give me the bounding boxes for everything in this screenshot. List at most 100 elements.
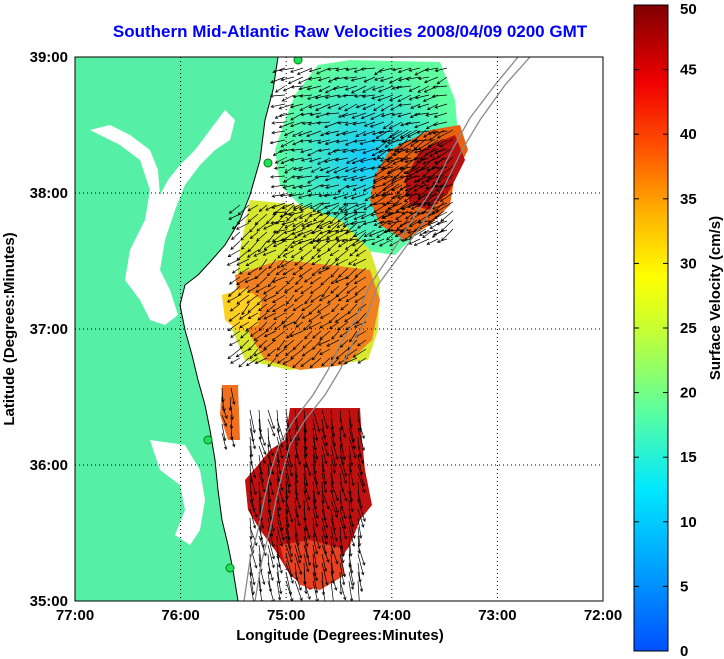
velocity-arrow bbox=[330, 276, 340, 285]
velocity-arrow bbox=[306, 85, 322, 91]
velocity-arrow bbox=[277, 339, 286, 351]
velocity-arrow bbox=[339, 339, 349, 348]
velocity-arrow bbox=[227, 321, 241, 332]
velocity-arrow bbox=[228, 339, 241, 346]
coastline bbox=[179, 57, 279, 601]
velocity-arrow bbox=[255, 285, 268, 293]
velocity-arrow bbox=[330, 580, 335, 601]
velocity-arrow bbox=[249, 472, 257, 496]
velocity-arrow bbox=[288, 193, 304, 198]
velocity-arrow bbox=[337, 213, 349, 223]
velocity-arrow bbox=[339, 562, 346, 586]
velocity-arrow bbox=[306, 94, 322, 100]
velocity-arrow bbox=[294, 445, 302, 466]
velocity-arrow bbox=[357, 427, 365, 452]
velocity-arrow bbox=[337, 357, 349, 364]
velocity-arrow bbox=[404, 148, 421, 154]
velocity-arrow bbox=[293, 231, 304, 239]
velocity-arrow bbox=[297, 130, 313, 137]
velocity-arrow bbox=[279, 193, 295, 198]
velocity-arrow bbox=[360, 67, 376, 71]
velocity-arrow bbox=[271, 276, 286, 283]
velocity-arrow bbox=[330, 267, 340, 278]
colorbar-tick-label: 45 bbox=[680, 62, 697, 79]
map-grid bbox=[75, 57, 603, 601]
velocity-arrow bbox=[247, 213, 259, 223]
velocity-arrow bbox=[263, 240, 277, 251]
velocity-arrow bbox=[332, 211, 349, 216]
velocity-arrow bbox=[335, 258, 349, 266]
velocity-arrow bbox=[316, 121, 331, 125]
velocity-arrow bbox=[309, 357, 322, 369]
velocity-arrow bbox=[436, 165, 454, 179]
velocity-arrow bbox=[354, 294, 367, 303]
velocity-arrow bbox=[404, 157, 421, 164]
velocity-arrow bbox=[413, 183, 427, 192]
velocity-arrow bbox=[337, 294, 349, 302]
velocity-arrow bbox=[345, 67, 358, 72]
velocity-arrow bbox=[330, 445, 337, 468]
velocity-arrow bbox=[230, 330, 241, 338]
velocity-arrow bbox=[231, 231, 241, 240]
velocity-arrow bbox=[283, 130, 295, 137]
velocity-arrow bbox=[276, 357, 286, 364]
velocity-arrow bbox=[357, 517, 363, 539]
velocity-arrow bbox=[335, 231, 349, 239]
velocity-arrow bbox=[285, 544, 293, 564]
velocity-arrow bbox=[380, 112, 394, 118]
velocity-arrow bbox=[321, 553, 328, 573]
velocity-arrow bbox=[390, 174, 409, 185]
velocity-arrow bbox=[323, 157, 340, 164]
velocity-arrow bbox=[348, 445, 354, 467]
velocity-arrow bbox=[342, 148, 358, 154]
velocity-arrow bbox=[371, 238, 385, 245]
velocity-arrow bbox=[299, 103, 313, 111]
velocity-arrow bbox=[267, 526, 275, 548]
velocity-arrow bbox=[330, 436, 339, 461]
velocity-arrow bbox=[294, 508, 301, 527]
velocity-arrow bbox=[282, 321, 295, 328]
sound-water bbox=[150, 440, 205, 545]
velocity-arrow bbox=[298, 85, 313, 91]
velocity-arrow bbox=[292, 222, 304, 231]
velocity-arrow bbox=[312, 454, 317, 475]
velocity-arrow bbox=[298, 211, 313, 219]
velocity-arrow bbox=[397, 67, 412, 74]
velocity-arrow bbox=[436, 139, 448, 146]
velocity-arrow bbox=[246, 249, 259, 258]
velocity-arrow bbox=[405, 210, 418, 220]
velocity-arrow bbox=[249, 222, 259, 233]
velocity-arrow bbox=[439, 192, 454, 202]
plot-frame bbox=[74, 56, 604, 602]
velocity-arrow bbox=[350, 76, 367, 82]
velocity-arrow bbox=[347, 303, 358, 315]
velocity-arrow bbox=[431, 228, 445, 238]
velocity-arrow bbox=[312, 580, 319, 601]
velocity-arrow bbox=[249, 454, 257, 479]
velocity-arrow bbox=[298, 240, 313, 251]
velocity-arrow bbox=[296, 67, 313, 75]
velocity-arrow bbox=[236, 222, 250, 230]
velocity-arrow bbox=[321, 508, 329, 529]
velocity-arrow bbox=[321, 445, 328, 465]
velocity-arrow bbox=[270, 175, 286, 179]
velocity-arrow bbox=[277, 249, 286, 259]
velocity-arrow bbox=[325, 130, 340, 136]
velocity-arrow bbox=[401, 201, 418, 210]
velocity-arrow bbox=[357, 357, 367, 364]
velocity-arrow bbox=[348, 526, 356, 547]
velocity-arrow bbox=[413, 112, 430, 117]
velocity-arrow bbox=[315, 103, 331, 111]
velocity-arrow bbox=[272, 240, 286, 248]
velocity-arrow bbox=[308, 312, 322, 323]
velocity-arrow bbox=[317, 339, 331, 346]
velocity-arrow bbox=[303, 526, 309, 547]
velocity-arrow bbox=[319, 222, 331, 229]
velocity-arrow bbox=[354, 267, 367, 278]
velocity-arrow bbox=[348, 508, 355, 528]
velocity-arrow bbox=[276, 517, 285, 541]
velocity-arrow bbox=[294, 535, 303, 559]
velocity-arrow bbox=[330, 454, 336, 474]
velocity-arrow bbox=[371, 94, 385, 100]
